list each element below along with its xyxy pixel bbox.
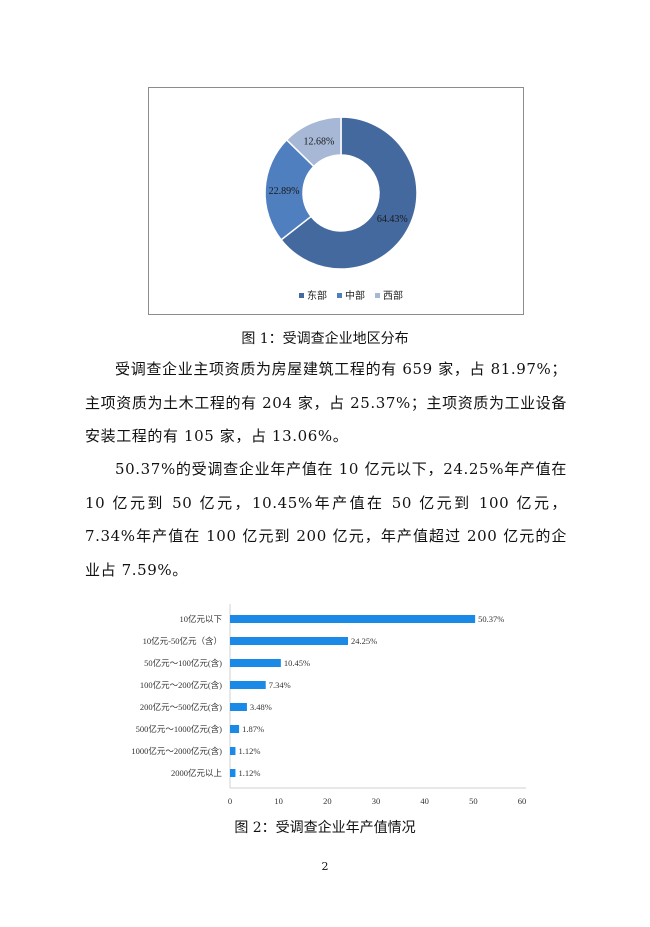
category-label: 200亿元～500亿元(含) [140,702,222,712]
donut-chart: 64.43% 22.89% 12.68% 东部 中部 西部 [264,116,418,302]
bar-data-label: 7.34% [269,680,291,690]
x-tick-label: 10 [274,796,283,805]
donut-data-label: 12.68% [303,136,334,147]
x-tick-label: 30 [372,796,381,805]
x-tick-label: 0 [228,796,232,805]
bar-data-label: 50.37% [478,614,504,624]
bar [230,637,349,645]
paragraph-1-text: 受调查企业主项资质为房屋建筑工程的有 659 家，占 81.97%；主项资质为土… [85,360,567,445]
bar-data-label: 3.48% [250,702,272,712]
category-label: 2000亿元以上 [171,768,223,778]
bar [230,615,476,623]
bar-data-label: 1.87% [242,724,264,734]
page-number: 2 [321,860,329,873]
category-label: 10亿元以下 [179,614,222,624]
paragraph-2: 50.37%的受调查企业年产值在 10 亿元以下，24.25%年产值在 10 亿… [85,453,567,587]
x-tick-label: 50 [469,796,478,805]
bar-data-label: 24.25% [351,636,377,646]
figure1-caption: 图 1：受调查企业地区分布 [241,331,409,347]
legend-label: 东部 [307,289,327,302]
bar-chart: 10亿元以下 50.37% 10亿元-50亿元（含） 24.25% 50亿元～100亿元… [131,604,527,805]
paragraph-2-text: 50.37%的受调查企业年产值在 10 亿元以下，24.25%年产值在 10 亿… [85,460,567,579]
category-label: 100亿元～200亿元(含) [140,680,222,690]
donut-slice-1 [264,138,315,241]
bar [230,769,236,777]
bar [230,747,236,755]
x-tick-label: 20 [323,796,332,805]
category-label: 1000亿元～2000亿元(含) [131,746,222,756]
bar [230,659,281,667]
figure1-chart-frame: 64.43% 22.89% 12.68% 东部 中部 西部 [148,87,524,315]
legend-label: 西部 [383,289,403,302]
bar [230,681,266,689]
bar [230,703,247,711]
x-tick-label: 40 [420,796,429,805]
legend-swatch [375,293,380,298]
donut-slice-0 [280,116,418,270]
bar-data-label: 1.12% [238,768,260,778]
donut-slice-2 [285,116,342,168]
donut-data-label: 64.43% [377,214,408,225]
category-label: 50亿元～100亿元(含) [144,658,222,668]
legend-swatch [337,293,342,298]
bar [230,725,240,733]
legend-label: 中部 [345,289,365,302]
legend-swatch [299,293,304,298]
x-tick-label: 60 [518,796,527,805]
paragraph-1: 受调查企业主项资质为房屋建筑工程的有 659 家，占 81.97%；主项资质为土… [85,353,567,454]
bar-data-label: 10.45% [284,658,310,668]
category-label: 500亿元～1000亿元(含) [136,724,223,734]
figure2-caption: 图 2：受调查企业年产值情况 [234,820,416,836]
bar-data-label: 1.12% [238,746,260,756]
category-label: 10亿元-50亿元（含） [143,636,222,646]
donut-data-label: 22.89% [269,186,300,197]
